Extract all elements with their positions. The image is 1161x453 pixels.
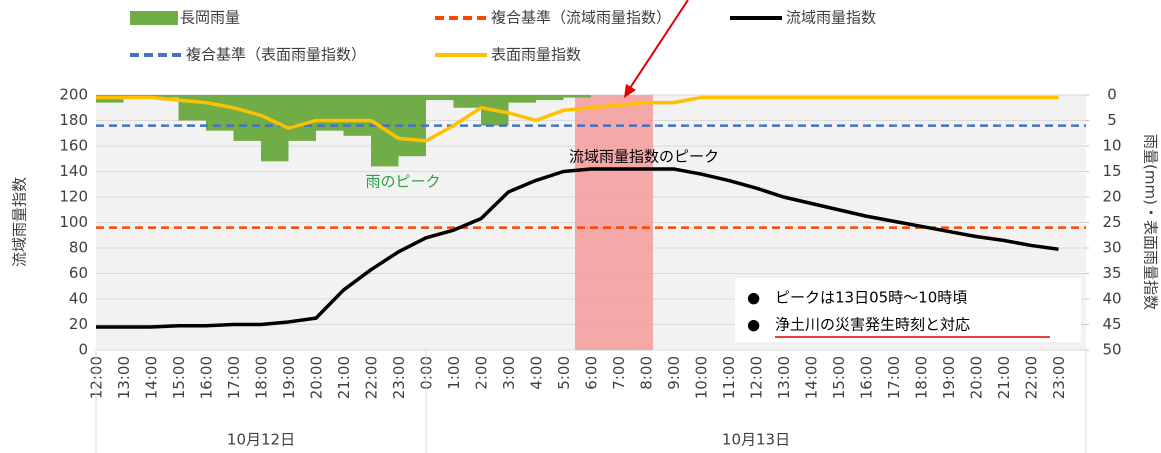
bullet: ●: [747, 316, 760, 334]
x-tick-label: 16:00: [198, 356, 216, 399]
x-tick-label: 22:00: [363, 356, 381, 399]
x-tick-label: 23:00: [390, 356, 408, 399]
x-tick-label: 17:00: [225, 356, 243, 399]
legend-label: 表面雨量指数: [491, 46, 581, 64]
x-tick-label: 5:00: [555, 356, 573, 390]
y2-tick-label: 35: [1102, 264, 1121, 282]
x-tick-label: 16:00: [858, 356, 876, 399]
x-group-label: 10月13日: [722, 431, 790, 449]
rain-bar: [288, 95, 316, 141]
x-tick-label: 11:00: [720, 356, 738, 399]
y-tick-label: 60: [69, 264, 88, 282]
series-line: [96, 167, 1059, 329]
arrow: [624, 0, 689, 98]
x-group-label: 10月12日: [227, 431, 295, 449]
y2-axis-title: 雨量(mm)・表面雨量指数: [1142, 134, 1160, 310]
legend-label: 複合基準（表面雨量指数）: [186, 46, 366, 64]
x-tick-label: 14:00: [803, 356, 821, 399]
x-tick-label: 23:00: [1050, 356, 1068, 399]
x-tick-label: 2:00: [473, 356, 491, 390]
rain-bar: [151, 95, 179, 98]
y2-tick-label: 20: [1102, 188, 1121, 206]
y2-tick-label: 10: [1102, 137, 1121, 155]
y2-tick-label: 0: [1107, 86, 1117, 104]
y-tick-label: 0: [78, 341, 88, 359]
x-tick-label: 18:00: [253, 356, 271, 399]
arrow-head: [624, 84, 636, 98]
annotation: 流域雨量指数のピーク: [569, 148, 719, 166]
peak-highlight: [575, 95, 653, 350]
y-tick-label: 80: [69, 239, 88, 257]
rain-bar: [343, 95, 371, 136]
y2-tick-label: 5: [1107, 111, 1117, 129]
y2-tick-label: 15: [1102, 162, 1121, 180]
x-tick-label: 15:00: [830, 356, 848, 399]
notes-box: [735, 278, 1081, 342]
x-tick-label: 12:00: [748, 356, 766, 399]
x-tick-label: 21:00: [995, 356, 1013, 399]
y-tick-label: 180: [59, 111, 88, 129]
rain-bar: [508, 95, 536, 103]
x-tick-label: 18:00: [913, 356, 931, 399]
y2-tick-label: 45: [1102, 315, 1121, 333]
legend-label: 長岡雨量: [180, 9, 240, 27]
y-tick-label: 200: [59, 86, 88, 104]
y-axis-title: 流域雨量指数: [11, 177, 29, 267]
x-tick-label: 17:00: [885, 356, 903, 399]
series-line: [96, 95, 1059, 143]
x-tick-label: 3:00: [500, 356, 518, 390]
x-tick-label: 13:00: [115, 356, 133, 399]
y-tick-label: 140: [59, 162, 88, 180]
arrow-line: [629, 0, 689, 89]
x-tick-label: 6:00: [583, 356, 601, 390]
x-tick-label: 7:00: [610, 356, 628, 390]
x-tick-label: 19:00: [280, 356, 298, 399]
x-tick-label: 21:00: [335, 356, 353, 399]
rain-bar: [261, 95, 289, 162]
x-tick-label: 14:00: [143, 356, 161, 399]
y-tick-label: 160: [59, 137, 88, 155]
rain-bar: [453, 95, 481, 108]
y2-tick-label: 50: [1102, 341, 1121, 359]
x-tick-label: 9:00: [665, 356, 683, 390]
marks: [96, 95, 1086, 329]
x-tick-label: 4:00: [528, 356, 546, 390]
x-tick-label: 22:00: [1023, 356, 1041, 399]
rain-bar: [563, 95, 591, 98]
y-tick-label: 120: [59, 188, 88, 206]
y-tick-label: 20: [69, 315, 88, 333]
x-tick-label: 13:00: [775, 356, 793, 399]
rain-bar: [426, 95, 454, 101]
y2-tick-label: 25: [1102, 213, 1121, 231]
note: 浄土川の災害発生時刻と対応: [775, 316, 970, 334]
x-tick-label: 20:00: [308, 356, 326, 399]
y-tick-label: 100: [59, 213, 88, 231]
x-tick-label: 20:00: [968, 356, 986, 399]
y-tick-label: 40: [69, 290, 88, 308]
legend-label: 流域雨量指数: [786, 9, 876, 27]
x-tick-label: 10:00: [693, 356, 711, 399]
x-tick-label: 15:00: [170, 356, 188, 399]
rain-bar: [536, 95, 564, 101]
note: ピークは13日05時～10時頃: [775, 289, 967, 307]
legend-label: 複合基準（流域雨量指数）: [491, 9, 671, 27]
annotation: 雨のピーク: [365, 173, 440, 191]
x-tick-label: 8:00: [638, 356, 656, 390]
x-tick-label: 19:00: [940, 356, 958, 399]
y2-tick-label: 30: [1102, 239, 1121, 257]
rain-bar: [233, 95, 261, 141]
bullet: ●: [747, 289, 760, 307]
y2-tick-label: 40: [1102, 290, 1121, 308]
legend-swatch: [130, 11, 178, 25]
x-tick-label: 1:00: [445, 356, 463, 390]
